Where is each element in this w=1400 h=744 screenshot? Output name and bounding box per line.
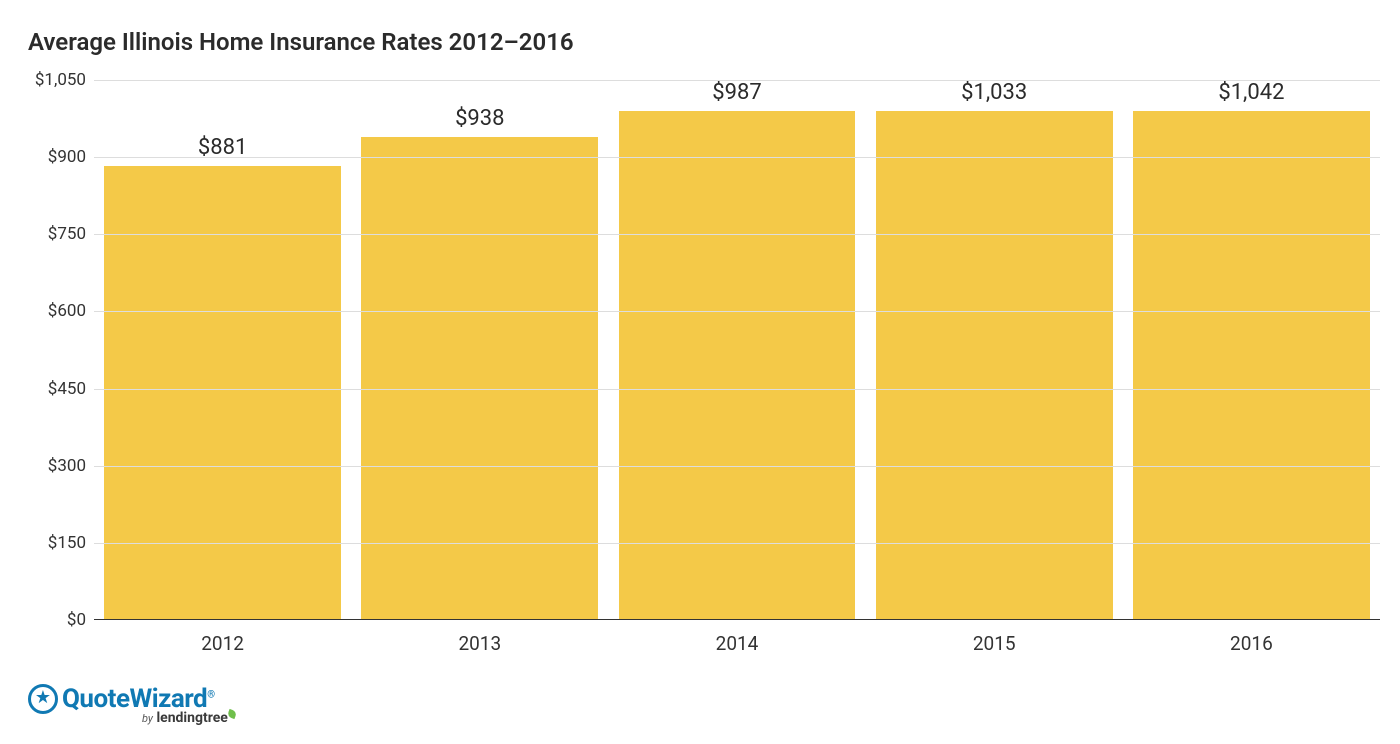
y-tick-label: $450: [48, 379, 86, 399]
grid-line: [94, 466, 1380, 467]
y-tick-label: $750: [48, 224, 86, 244]
x-axis: 20122013201420152016: [94, 620, 1380, 655]
x-tick-label: 2012: [94, 632, 351, 655]
y-tick-label: $300: [48, 456, 86, 476]
x-tick-label: 2015: [866, 632, 1123, 655]
chart-area: $0$150$300$450$600$750$900$1,050 $881$93…: [20, 80, 1380, 660]
grid-line: [94, 311, 1380, 312]
plot-area: $881 $938 $987 $1,033 $1,042: [94, 80, 1380, 620]
x-tick-label: 2016: [1123, 632, 1380, 655]
bar-value-label: $938: [455, 106, 504, 131]
y-axis: $0$150$300$450$600$750$900$1,050: [20, 80, 94, 620]
grid-line: [94, 543, 1380, 544]
bar-value-label: $1,033: [961, 80, 1027, 105]
y-tick-label: $150: [48, 533, 86, 553]
bar-slot: $938: [351, 80, 608, 619]
bar-slot: $1,033: [866, 80, 1123, 619]
bar-value-label: $1,042: [1218, 80, 1284, 105]
grid-line: [94, 157, 1380, 158]
bars-group: $881 $938 $987 $1,033 $1,042: [94, 80, 1380, 619]
leaf-icon: [228, 710, 238, 720]
y-tick-label: $900: [48, 147, 86, 167]
bar: [361, 137, 598, 619]
x-tick-label: 2014: [608, 632, 865, 655]
grid-line: [94, 389, 1380, 390]
grid-line: [94, 234, 1380, 235]
grid-line: [94, 80, 1380, 81]
chart-container: Average Illinois Home Insurance Rates 20…: [0, 0, 1400, 744]
brand-star-icon: ★: [28, 684, 58, 714]
bar-slot: $1,042: [1123, 80, 1380, 619]
x-tick-label: 2013: [351, 632, 608, 655]
brand-secondary-row: by lendingtree: [142, 710, 238, 726]
bar-slot: $881: [94, 80, 351, 619]
y-tick-label: $0: [67, 610, 86, 630]
bar-value-label: $987: [712, 80, 761, 105]
branding: ★ QuoteWizard® by lendingtree: [28, 684, 238, 726]
y-tick-label: $1,050: [35, 70, 86, 90]
y-tick-label: $600: [48, 301, 86, 321]
bar-slot: $987: [608, 80, 865, 619]
chart-title: Average Illinois Home Insurance Rates 20…: [28, 28, 1380, 56]
